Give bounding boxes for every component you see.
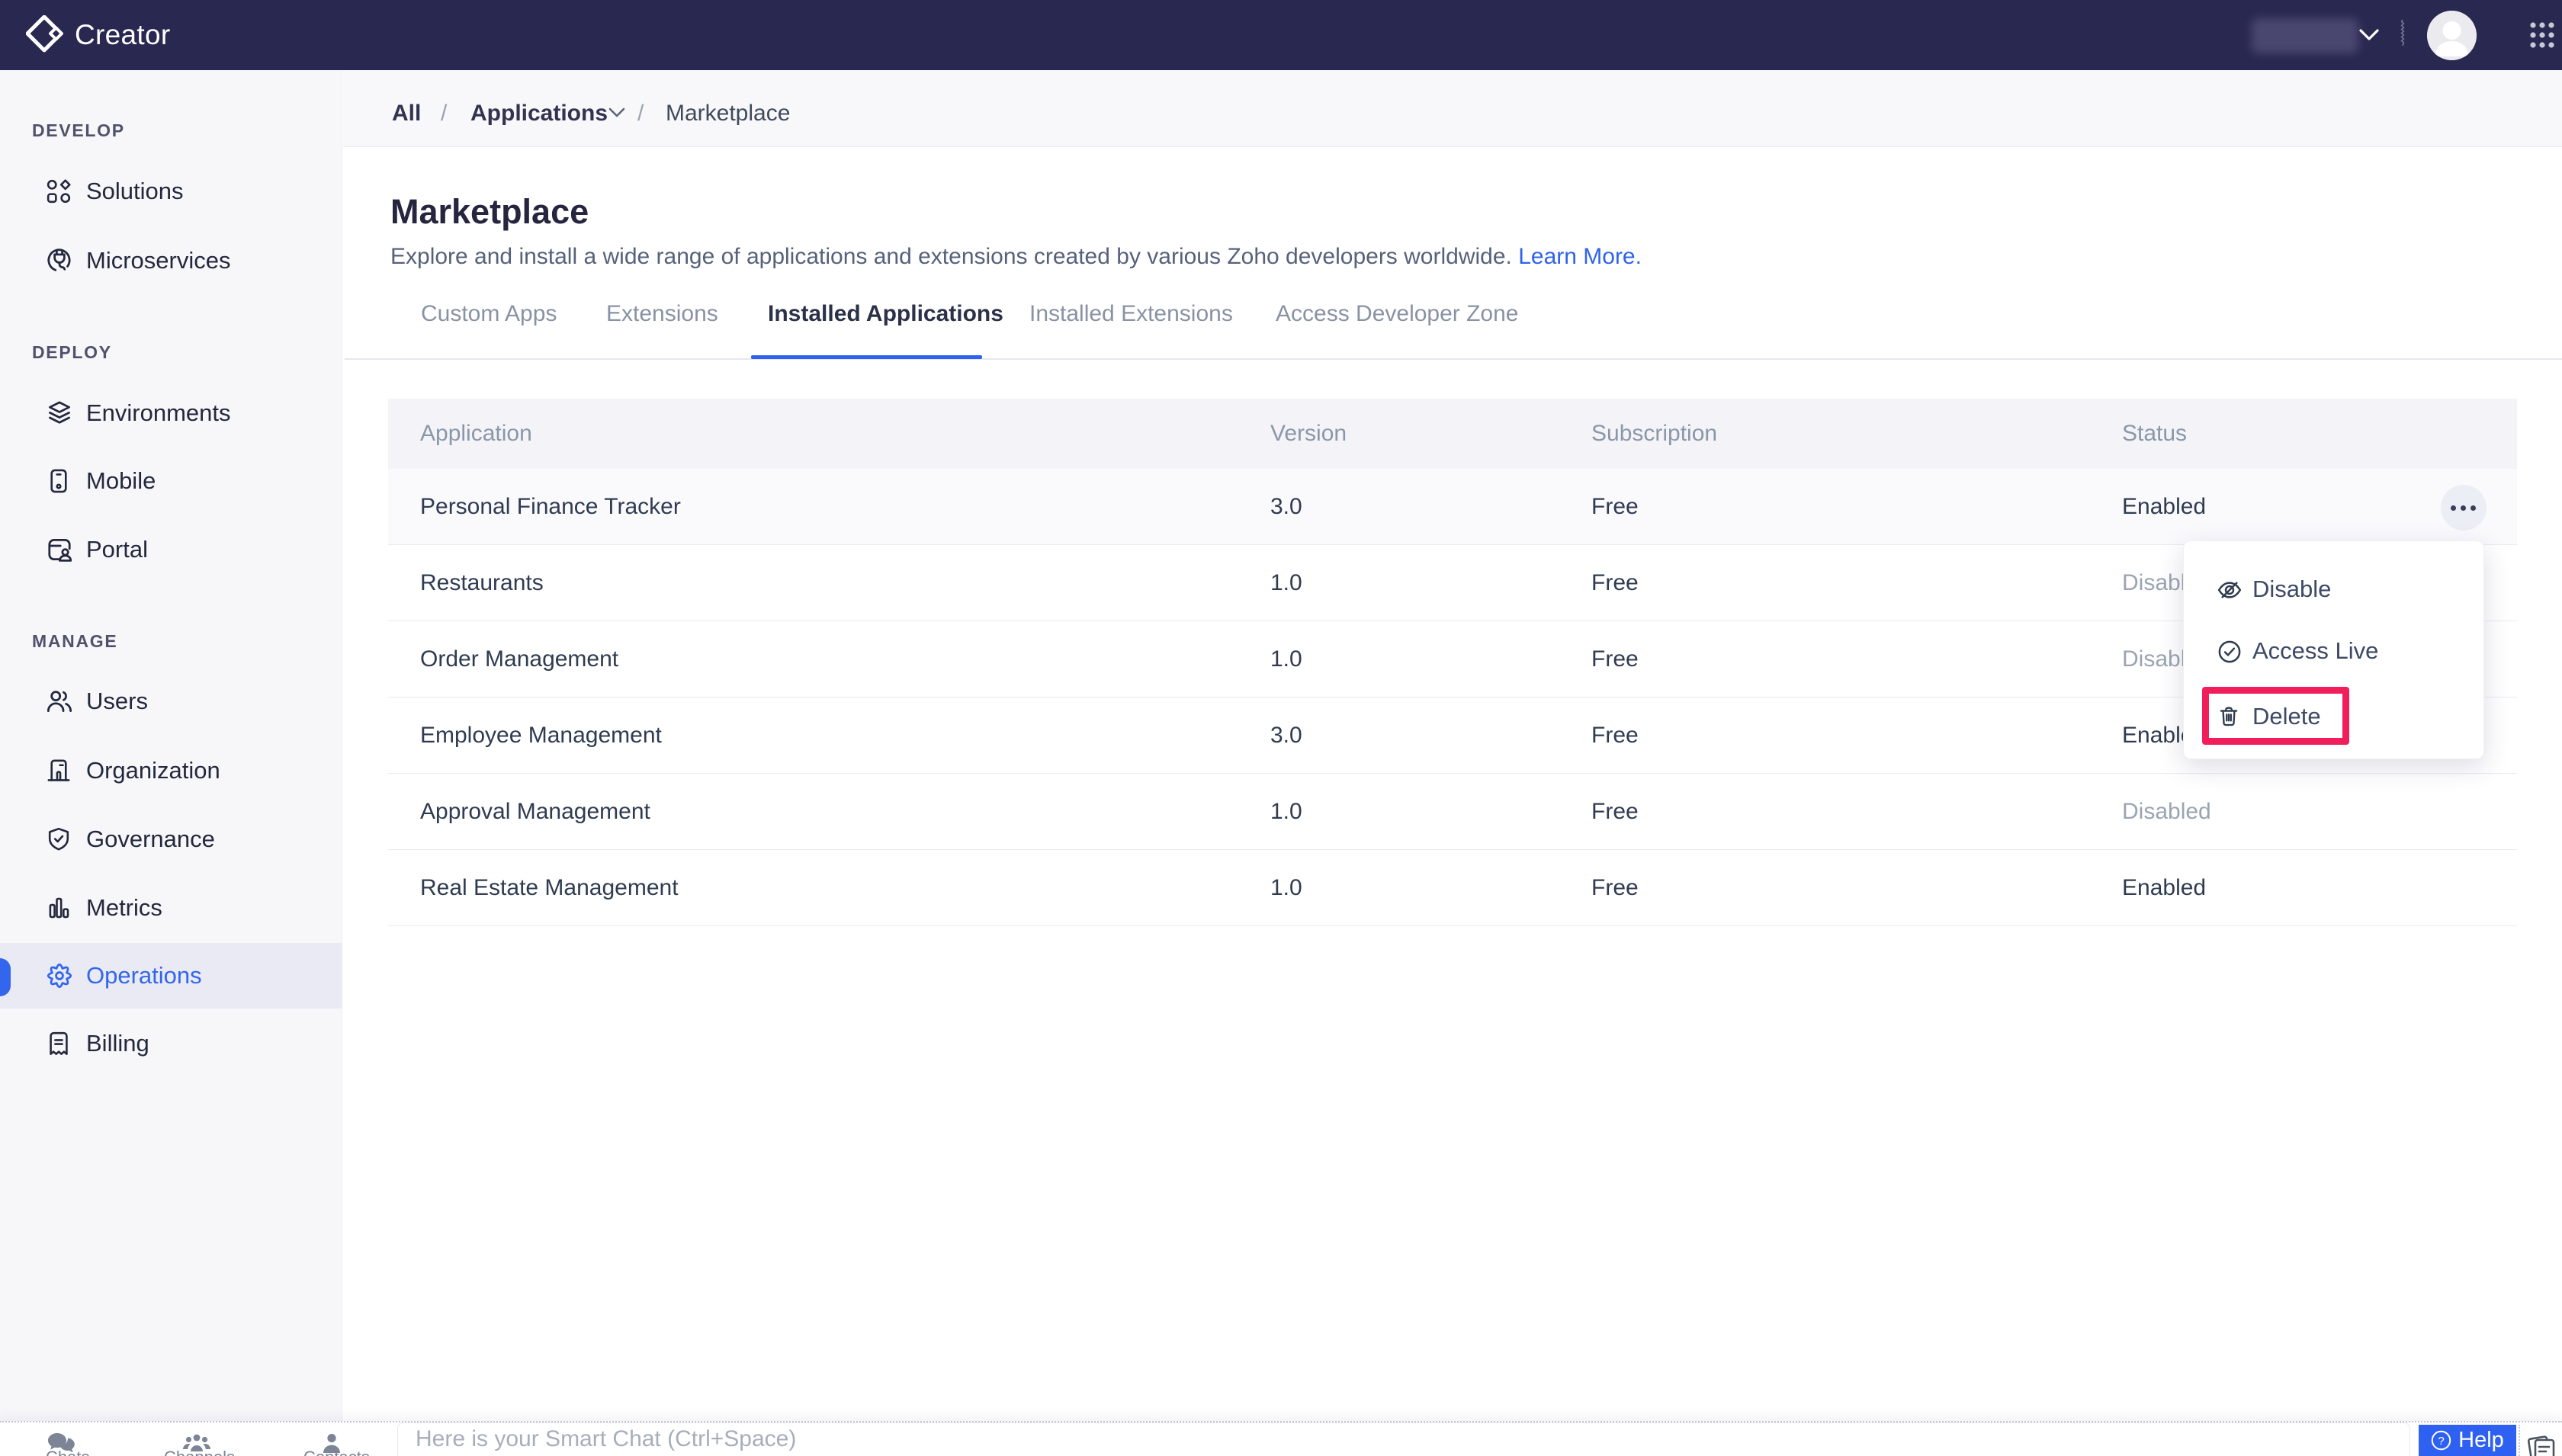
svg-text:?: ? [2438,1435,2445,1448]
